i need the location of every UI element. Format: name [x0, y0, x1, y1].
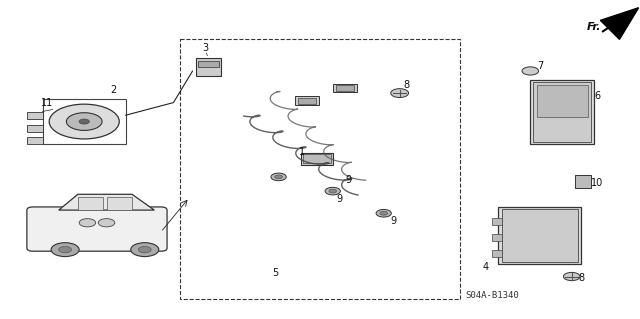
FancyBboxPatch shape: [27, 137, 43, 144]
FancyBboxPatch shape: [78, 197, 103, 210]
Circle shape: [138, 247, 151, 253]
Text: 1: 1: [299, 147, 305, 157]
Text: 8: 8: [403, 80, 409, 90]
FancyBboxPatch shape: [336, 85, 354, 91]
Circle shape: [325, 187, 340, 195]
FancyBboxPatch shape: [492, 218, 502, 225]
Circle shape: [376, 210, 392, 217]
Text: 7: 7: [537, 61, 543, 71]
Text: 9: 9: [390, 216, 396, 226]
Circle shape: [51, 243, 79, 256]
Text: S04A-B1340: S04A-B1340: [465, 291, 519, 300]
Polygon shape: [600, 8, 639, 39]
Circle shape: [522, 67, 539, 75]
Text: 9: 9: [346, 175, 352, 185]
Text: Fr.: Fr.: [587, 22, 601, 32]
FancyBboxPatch shape: [333, 84, 357, 93]
Text: 4: 4: [483, 262, 489, 272]
Circle shape: [79, 219, 96, 227]
Circle shape: [391, 89, 408, 98]
FancyBboxPatch shape: [196, 58, 221, 76]
FancyBboxPatch shape: [537, 85, 588, 117]
Text: 3: 3: [202, 43, 209, 53]
Polygon shape: [59, 194, 154, 210]
FancyBboxPatch shape: [294, 96, 319, 105]
Text: 2: 2: [110, 85, 116, 95]
FancyBboxPatch shape: [492, 234, 502, 241]
Text: 9: 9: [336, 194, 342, 204]
FancyBboxPatch shape: [106, 197, 132, 210]
FancyBboxPatch shape: [27, 112, 43, 119]
Circle shape: [329, 189, 337, 193]
Circle shape: [271, 173, 286, 181]
FancyBboxPatch shape: [27, 207, 167, 251]
Circle shape: [380, 211, 388, 215]
FancyBboxPatch shape: [531, 80, 594, 144]
Text: 8: 8: [578, 273, 584, 283]
FancyBboxPatch shape: [198, 61, 219, 67]
Circle shape: [275, 175, 282, 179]
FancyBboxPatch shape: [502, 209, 578, 262]
Text: 10: 10: [591, 178, 604, 188]
FancyBboxPatch shape: [301, 153, 333, 165]
Circle shape: [563, 272, 580, 281]
FancyBboxPatch shape: [575, 175, 591, 188]
FancyBboxPatch shape: [492, 250, 502, 256]
Circle shape: [59, 247, 72, 253]
Text: 6: 6: [594, 91, 600, 101]
Circle shape: [67, 113, 102, 130]
FancyBboxPatch shape: [303, 154, 331, 163]
Text: 11: 11: [41, 98, 53, 108]
Circle shape: [79, 119, 90, 124]
Text: 5: 5: [272, 268, 278, 278]
Circle shape: [131, 243, 159, 256]
FancyBboxPatch shape: [499, 207, 581, 264]
Circle shape: [99, 219, 115, 227]
FancyBboxPatch shape: [298, 98, 316, 104]
FancyBboxPatch shape: [534, 82, 591, 142]
FancyBboxPatch shape: [27, 125, 43, 132]
Circle shape: [49, 104, 119, 139]
